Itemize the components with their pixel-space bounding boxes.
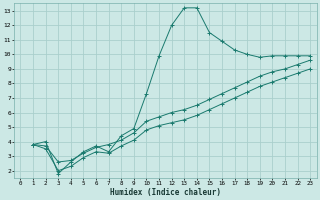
X-axis label: Humidex (Indice chaleur): Humidex (Indice chaleur) — [110, 188, 221, 197]
